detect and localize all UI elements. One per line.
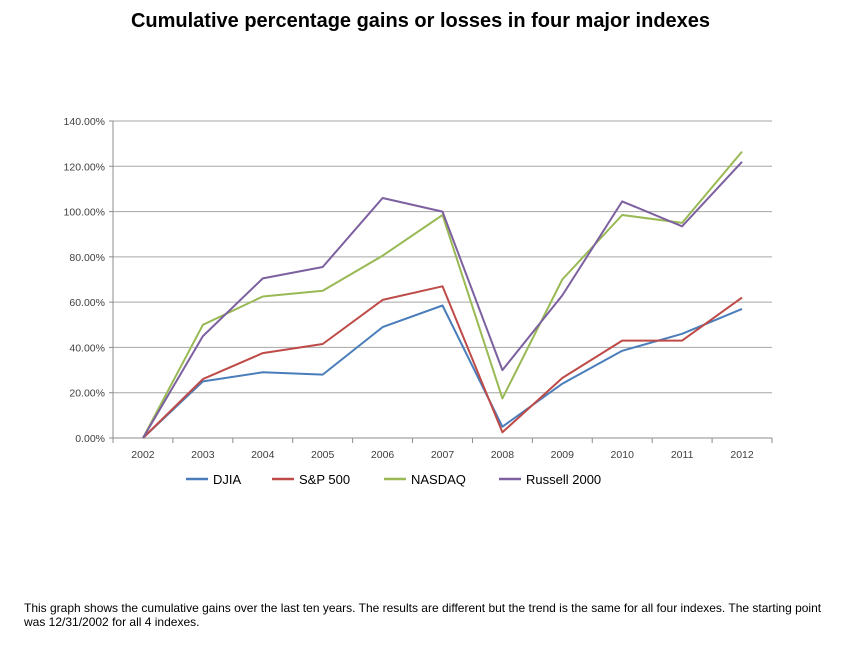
- series-line-russell-2000: [142, 161, 743, 439]
- x-tick-label-2007: 2007: [431, 449, 455, 461]
- x-tick-label-2009: 2009: [551, 449, 575, 461]
- y-tick-label-3: 60.00%: [69, 297, 105, 309]
- x-tick-label-2006: 2006: [371, 449, 395, 461]
- legend-label-djia: DJIA: [213, 472, 242, 487]
- axes: 0.00% 20.00% 40.00% 60.00% 80.00% 100.00% 120.…: [64, 116, 773, 461]
- x-tick-label-2011: 2011: [671, 449, 694, 461]
- y-tick-label-1: 20.00%: [69, 388, 105, 400]
- legend: DJIA S&P 500 NASDAQ Russell 2000: [186, 472, 601, 487]
- y-tick-label-5: 100.00%: [64, 207, 105, 219]
- series-line-djia: [142, 304, 743, 439]
- x-tick-label-2002: 2002: [131, 449, 155, 461]
- x-tick-label-2010: 2010: [611, 449, 635, 461]
- y-tick-label-7: 140.00%: [64, 116, 105, 128]
- x-tick-label-2003: 2003: [191, 449, 215, 461]
- series-line-s-p-500: [142, 285, 743, 439]
- x-tick-label-2005: 2005: [311, 449, 335, 461]
- x-tick-label-2004: 2004: [251, 449, 275, 461]
- y-tick-label-6: 120.00%: [64, 161, 105, 173]
- y-tick-label-2: 40.00%: [69, 342, 105, 354]
- y-tick-label-0: 0.00%: [75, 433, 105, 445]
- x-tick-label-2008: 2008: [491, 449, 515, 461]
- legend-label-nasdaq: NASDAQ: [411, 472, 466, 487]
- x-tick-label-2012: 2012: [730, 449, 754, 461]
- y-tick-label-4: 80.00%: [69, 252, 105, 264]
- series-lines: [142, 150, 743, 439]
- chart-caption: This graph shows the cumulative gains ov…: [24, 601, 822, 629]
- series-line-nasdaq: [142, 150, 743, 439]
- legend-label-s-p-500: S&P 500: [299, 472, 350, 487]
- legend-label-russell-2000: Russell 2000: [526, 472, 601, 487]
- chart-title: Cumulative percentage gains or losses in…: [130, 10, 711, 32]
- gridlines: [113, 120, 772, 394]
